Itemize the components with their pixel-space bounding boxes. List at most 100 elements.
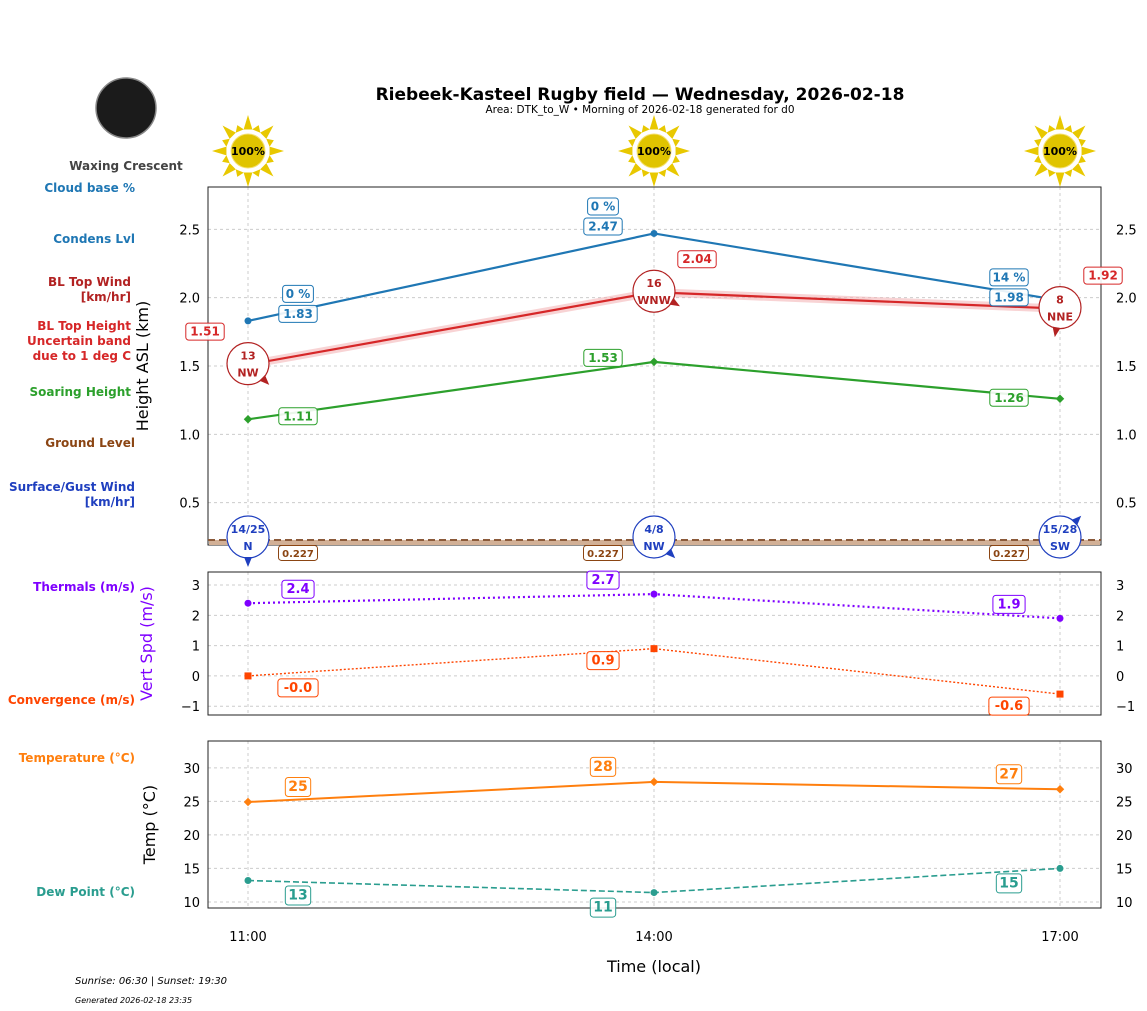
y-axis-label: Vert Spd (m/s) [137, 586, 156, 701]
soaring-height-label: 1.11 [278, 407, 318, 426]
legend-label: Temperature (°C) [19, 751, 135, 765]
wind-arrow-icon [665, 548, 676, 559]
legend-label: Convergence (m/s) [8, 693, 135, 707]
thermals-point [244, 599, 252, 607]
sun-ray [222, 155, 230, 164]
sun-ray [1055, 115, 1065, 130]
sun-ray [1078, 138, 1086, 147]
y-tick-label: 1 [192, 640, 200, 655]
sun-ray [641, 125, 650, 133]
sun-ray [649, 115, 659, 130]
y-tick-label-right: 0.5 [1116, 497, 1137, 512]
sun-ray [1078, 155, 1086, 164]
sun-ray [1064, 169, 1073, 177]
wind-direction: WNW [637, 294, 670, 307]
sun-percent: 100% [1043, 145, 1077, 158]
y-tick-label-right: 2.0 [1116, 292, 1137, 307]
legend-label: Cloud base % [44, 181, 135, 195]
wind-speed: 14/25 [231, 523, 266, 536]
temperature-point [1055, 785, 1065, 794]
sun-ray [628, 163, 642, 177]
bl-top-label: 1.92 [1083, 266, 1123, 285]
sun-disc [636, 133, 672, 169]
temperature-label-text: 25 [288, 779, 307, 795]
dew-point-label-box [995, 873, 1023, 894]
y-tick-label-right: 1 [1116, 640, 1124, 655]
thermals-point [650, 590, 658, 598]
condens-point [650, 229, 658, 237]
convergence-label-box [988, 696, 1030, 716]
sun-disc [230, 133, 266, 169]
ground-level-label-box [278, 544, 318, 561]
sun-ray [212, 146, 227, 156]
y-tick-label-right: 30 [1116, 762, 1133, 777]
plot-frame [207, 571, 1102, 716]
thermals-label-box [586, 570, 620, 590]
temperature-label-text: 27 [999, 766, 1018, 782]
sun-ray [266, 138, 274, 147]
sun-icon: 100% [618, 115, 690, 187]
dew-point-label: 13 [284, 885, 312, 906]
soaring-height-label-box [278, 407, 318, 426]
sun-ray [658, 169, 667, 177]
sun-ray [266, 155, 274, 164]
soaring-height-label-text: 1.53 [588, 351, 618, 365]
temperature-label-box [284, 777, 312, 798]
dew-point-label-box [284, 885, 312, 906]
y-tick-label-right: 2.5 [1116, 223, 1137, 238]
legend-label: Soaring Height [30, 385, 132, 399]
legend-label: BL Top Height [37, 319, 131, 333]
condens-level-label-text: 1.98 [994, 290, 1024, 304]
y-tick-label: 1.0 [179, 428, 200, 443]
y-tick-label-right: 10 [1116, 896, 1133, 911]
y-tick-label: 30 [183, 762, 200, 777]
x-tick-label: 11:00 [229, 930, 266, 945]
convergence-label: -0.6 [988, 696, 1030, 716]
wind-direction: N [243, 540, 252, 553]
cloud-base-label-box [282, 284, 314, 303]
ground-level-label: 0.227 [278, 544, 318, 561]
bl-top-label-text: 2.04 [682, 252, 712, 266]
sun-times: Sunrise: 06:30 | Sunset: 19:30 [75, 976, 227, 987]
condens-level-label: 1.83 [278, 304, 318, 323]
wind-speed: 13 [240, 350, 255, 363]
sun-percent: 100% [637, 145, 671, 158]
dew-point-label: 11 [589, 897, 617, 918]
convergence-point [244, 672, 252, 680]
sun-percent: 100% [231, 145, 265, 158]
sun-ray [243, 115, 253, 130]
x-tick-label: 14:00 [635, 930, 672, 945]
wind-circle [632, 515, 676, 559]
sun-ray [672, 138, 680, 147]
y-tick-label: 2.5 [179, 223, 200, 238]
moon-phase-label: Waxing Crescent [69, 159, 183, 173]
wind-arrow-icon [1071, 515, 1082, 526]
thermals-label-text: 1.9 [997, 597, 1020, 612]
sun-ray [243, 172, 253, 187]
ground-level-label-text: 0.227 [282, 549, 314, 560]
legend-label: Condens Lvl [53, 232, 135, 246]
sun-ray [1072, 125, 1086, 139]
legend-label: BL Top Wind [48, 275, 131, 289]
temperature-point [243, 797, 253, 807]
condens-level-label-box [583, 217, 623, 236]
y-tick-label: 2 [192, 609, 200, 624]
bl-top-wind: 8 NNE [1038, 286, 1082, 338]
bl-top-label-text: 1.51 [190, 325, 220, 339]
sun-ray [1024, 146, 1039, 156]
dew-point-point [650, 889, 658, 897]
temperature-label-box [995, 764, 1023, 785]
wind-circle [1038, 515, 1082, 559]
wind-direction: NW [237, 367, 258, 380]
wind-speed: 8 [1056, 294, 1064, 307]
surface-wind: 15/28 SW [1038, 515, 1082, 559]
cloud-base-label: 0 % [587, 197, 619, 216]
y-axis-label: Height ASL (km) [133, 301, 152, 431]
temperature-label: 27 [995, 764, 1023, 785]
y-tick-label-right: 3 [1116, 579, 1124, 594]
convergence-label-box [586, 651, 620, 671]
sun-ray [1047, 169, 1056, 177]
y-tick-label: 25 [183, 795, 200, 810]
dew-point-label-text: 15 [999, 875, 1018, 891]
